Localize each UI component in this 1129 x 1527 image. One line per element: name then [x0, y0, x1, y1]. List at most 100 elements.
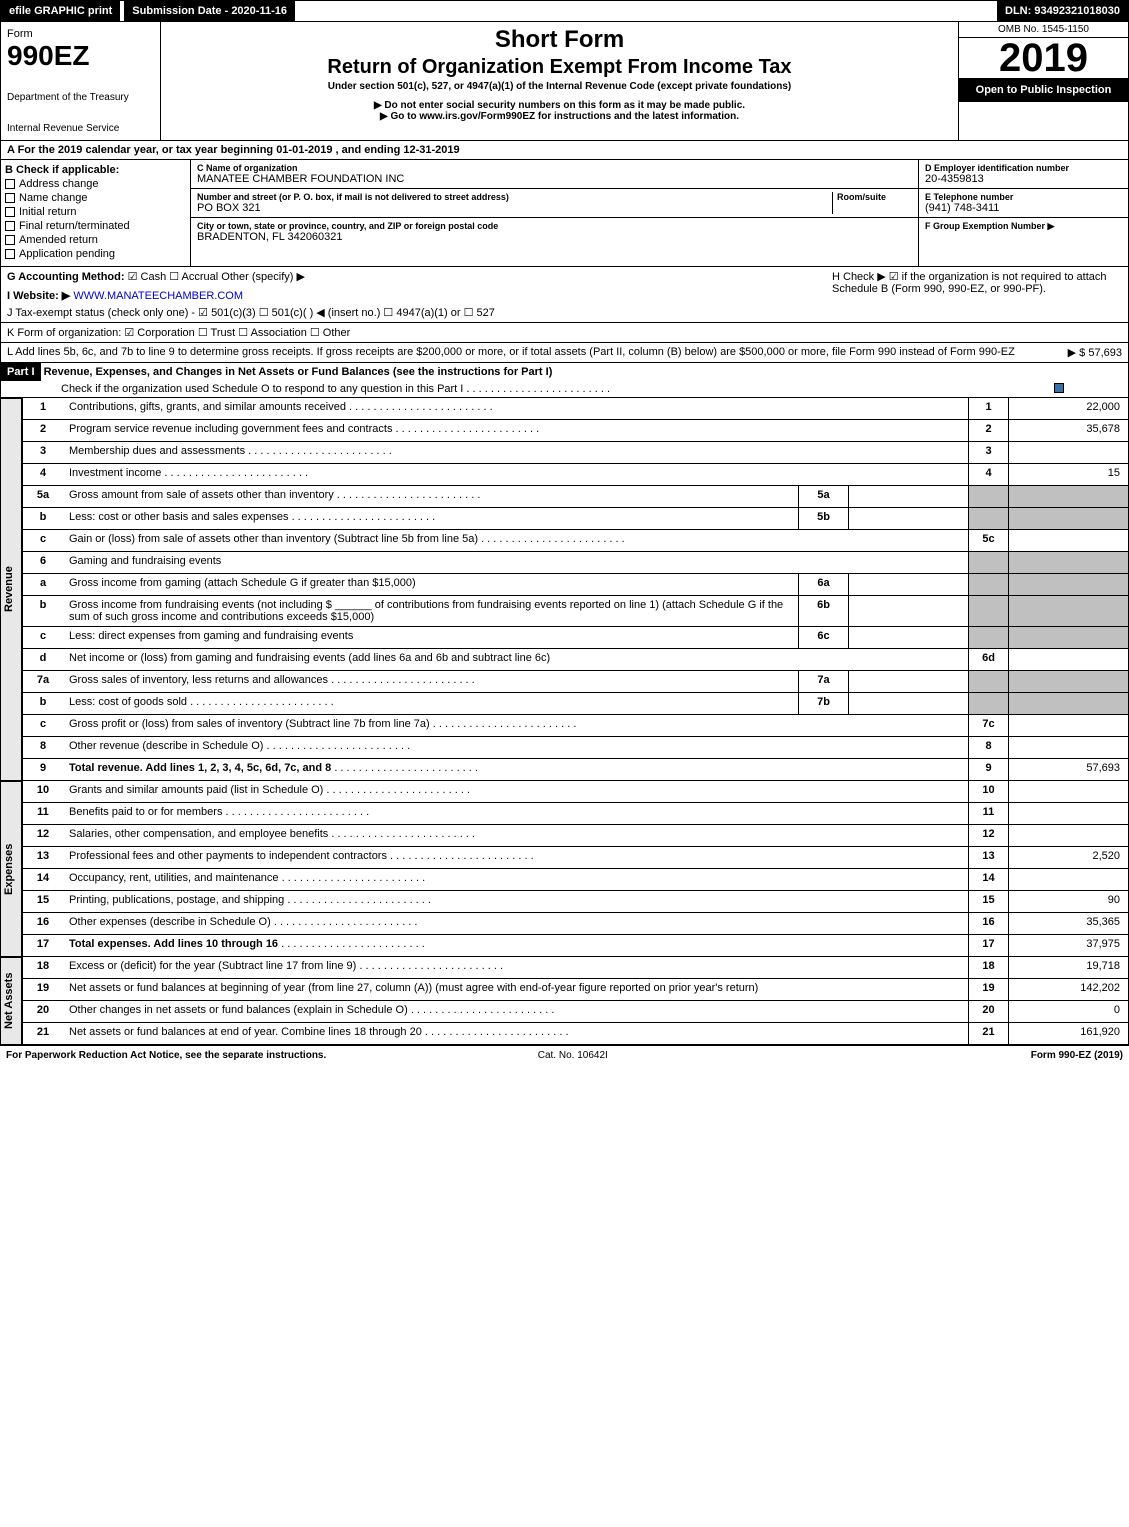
c-city-label: City or town, state or province, country…	[197, 221, 912, 231]
line-5a: Gross amount from sale of assets other t…	[63, 486, 798, 507]
line-19: Net assets or fund balances at beginning…	[63, 979, 968, 1000]
subtitle: Under section 501(c), 527, or 4947(a)(1)…	[169, 81, 950, 92]
line-14-val	[1008, 869, 1128, 890]
line-13: Professional fees and other payments to …	[63, 847, 968, 868]
line-4: Investment income	[63, 464, 968, 485]
chk-name-change[interactable]: Name change	[5, 192, 186, 204]
g-label: G Accounting Method:	[7, 271, 125, 283]
line-a-text: A For the 2019 calendar year, or tax yea…	[7, 144, 460, 156]
paperwork-notice: For Paperwork Reduction Act Notice, see …	[6, 1050, 326, 1061]
c-name-label: C Name of organization	[197, 163, 912, 173]
line-11: Benefits paid to or for members	[63, 803, 968, 824]
part1-header: Part I Revenue, Expenses, and Changes in…	[0, 363, 1129, 398]
line-13-val: 2,520	[1008, 847, 1128, 868]
line-l: L Add lines 5b, 6c, and 7b to line 9 to …	[0, 343, 1129, 363]
d-ein-label: D Employer identification number	[925, 163, 1122, 173]
org-name: MANATEE CHAMBER FOUNDATION INC	[197, 173, 912, 185]
warn-link: ▶ Go to www.irs.gov/Form990EZ for instru…	[169, 111, 950, 122]
line-7c: Gross profit or (loss) from sales of inv…	[63, 715, 968, 736]
line-20-val: 0	[1008, 1001, 1128, 1022]
line-6c: Less: direct expenses from gaming and fu…	[63, 627, 798, 648]
f-group-label: F Group Exemption Number ▶	[925, 221, 1122, 232]
form-title: Return of Organization Exempt From Incom…	[169, 56, 950, 79]
line-10: Grants and similar amounts paid (list in…	[63, 781, 968, 802]
line-6b: Gross income from fundraising events (no…	[63, 596, 798, 626]
website-link[interactable]: WWW.MANATEECHAMBER.COM	[73, 290, 243, 302]
cat-no: Cat. No. 10642I	[538, 1050, 608, 1061]
i-label: I Website: ▶	[7, 290, 70, 302]
line-l-amount: ▶ $ 57,693	[1068, 346, 1122, 359]
line-1-val: 22,000	[1008, 398, 1128, 419]
line-16-val: 35,365	[1008, 913, 1128, 934]
line-15: Printing, publications, postage, and shi…	[63, 891, 968, 912]
line-12: Salaries, other compensation, and employ…	[63, 825, 968, 846]
line-14: Occupancy, rent, utilities, and maintena…	[63, 869, 968, 890]
net-assets-tab: Net Assets	[0, 957, 22, 1045]
schedule-o-checkbox[interactable]	[1054, 383, 1064, 393]
line-12-val	[1008, 825, 1128, 846]
line-g-h: G Accounting Method: ☑ Cash ☐ Accrual Ot…	[0, 267, 1129, 323]
org-city: BRADENTON, FL 342060321	[197, 231, 912, 243]
line-6d: Net income or (loss) from gaming and fun…	[63, 649, 968, 670]
form-number: 990EZ	[7, 40, 154, 72]
expenses-tab: Expenses	[0, 781, 22, 957]
line-5c: Gain or (loss) from sale of assets other…	[63, 530, 968, 551]
chk-amended[interactable]: Amended return	[5, 234, 186, 246]
line-8-val	[1008, 737, 1128, 758]
line-8: Other revenue (describe in Schedule O)	[63, 737, 968, 758]
line-17-val: 37,975	[1008, 935, 1128, 956]
part1-heading: Revenue, Expenses, and Changes in Net As…	[44, 366, 553, 378]
line-5c-val	[1008, 530, 1128, 551]
g-options: ☑ Cash ☐ Accrual Other (specify) ▶	[128, 271, 305, 283]
submission-date: Submission Date - 2020-11-16	[124, 1, 295, 21]
line-9-val: 57,693	[1008, 759, 1128, 780]
entity-block: B Check if applicable: Address change Na…	[0, 160, 1129, 267]
warn-ssn: ▶ Do not enter social security numbers o…	[169, 100, 950, 111]
line-1: Contributions, gifts, grants, and simila…	[63, 398, 968, 419]
line-2: Program service revenue including govern…	[63, 420, 968, 441]
line-15-val: 90	[1008, 891, 1128, 912]
line-6d-val	[1008, 649, 1128, 670]
irs: Internal Revenue Service	[7, 123, 154, 134]
dept-treasury: Department of the Treasury	[7, 92, 154, 103]
ein: 20-4359813	[925, 173, 1122, 185]
j-status: J Tax-exempt status (check only one) - ☑…	[7, 306, 822, 319]
line-3: Membership dues and assessments	[63, 442, 968, 463]
chk-address-change[interactable]: Address change	[5, 178, 186, 190]
topbar: efile GRAPHIC print Submission Date - 20…	[0, 0, 1129, 22]
line-10-val	[1008, 781, 1128, 802]
line-2-val: 35,678	[1008, 420, 1128, 441]
line-l-text: L Add lines 5b, 6c, and 7b to line 9 to …	[7, 346, 1068, 359]
line-19-val: 142,202	[1008, 979, 1128, 1000]
line-6: Gaming and fundraising events	[63, 552, 968, 573]
line-18-val: 19,718	[1008, 957, 1128, 978]
line-16: Other expenses (describe in Schedule O)	[63, 913, 968, 934]
line-3-val	[1008, 442, 1128, 463]
line-k: K Form of organization: ☑ Corporation ☐ …	[0, 323, 1129, 343]
phone: (941) 748-3411	[925, 202, 1122, 214]
form-ref: Form 990-EZ (2019)	[1031, 1050, 1123, 1061]
open-inspection: Open to Public Inspection	[959, 78, 1128, 102]
line-9: Total revenue. Add lines 1, 2, 3, 4, 5c,…	[63, 759, 968, 780]
line-7a: Gross sales of inventory, less returns a…	[63, 671, 798, 692]
line-6a: Gross income from gaming (attach Schedul…	[63, 574, 798, 595]
line-11-val	[1008, 803, 1128, 824]
part1-sub: Check if the organization used Schedule …	[61, 383, 610, 395]
line-17: Total expenses. Add lines 10 through 16	[63, 935, 968, 956]
line-7b: Less: cost of goods sold	[63, 693, 798, 714]
form-header: Form 990EZ Department of the Treasury In…	[0, 22, 1129, 141]
chk-final-return[interactable]: Final return/terminated	[5, 220, 186, 232]
tax-year: 2019	[959, 38, 1128, 78]
line-21-val: 161,920	[1008, 1023, 1128, 1044]
line-4-val: 15	[1008, 464, 1128, 485]
short-form: Short Form	[169, 26, 950, 54]
efile-print-button[interactable]: efile GRAPHIC print	[1, 1, 120, 21]
line-a: A For the 2019 calendar year, or tax yea…	[0, 141, 1129, 160]
chk-pending[interactable]: Application pending	[5, 248, 186, 260]
b-label: B Check if applicable:	[5, 164, 119, 176]
revenue-tab: Revenue	[0, 398, 22, 781]
chk-initial-return[interactable]: Initial return	[5, 206, 186, 218]
line-18: Excess or (deficit) for the year (Subtra…	[63, 957, 968, 978]
line-21: Net assets or fund balances at end of ye…	[63, 1023, 968, 1044]
part1-label: Part I	[1, 363, 41, 381]
